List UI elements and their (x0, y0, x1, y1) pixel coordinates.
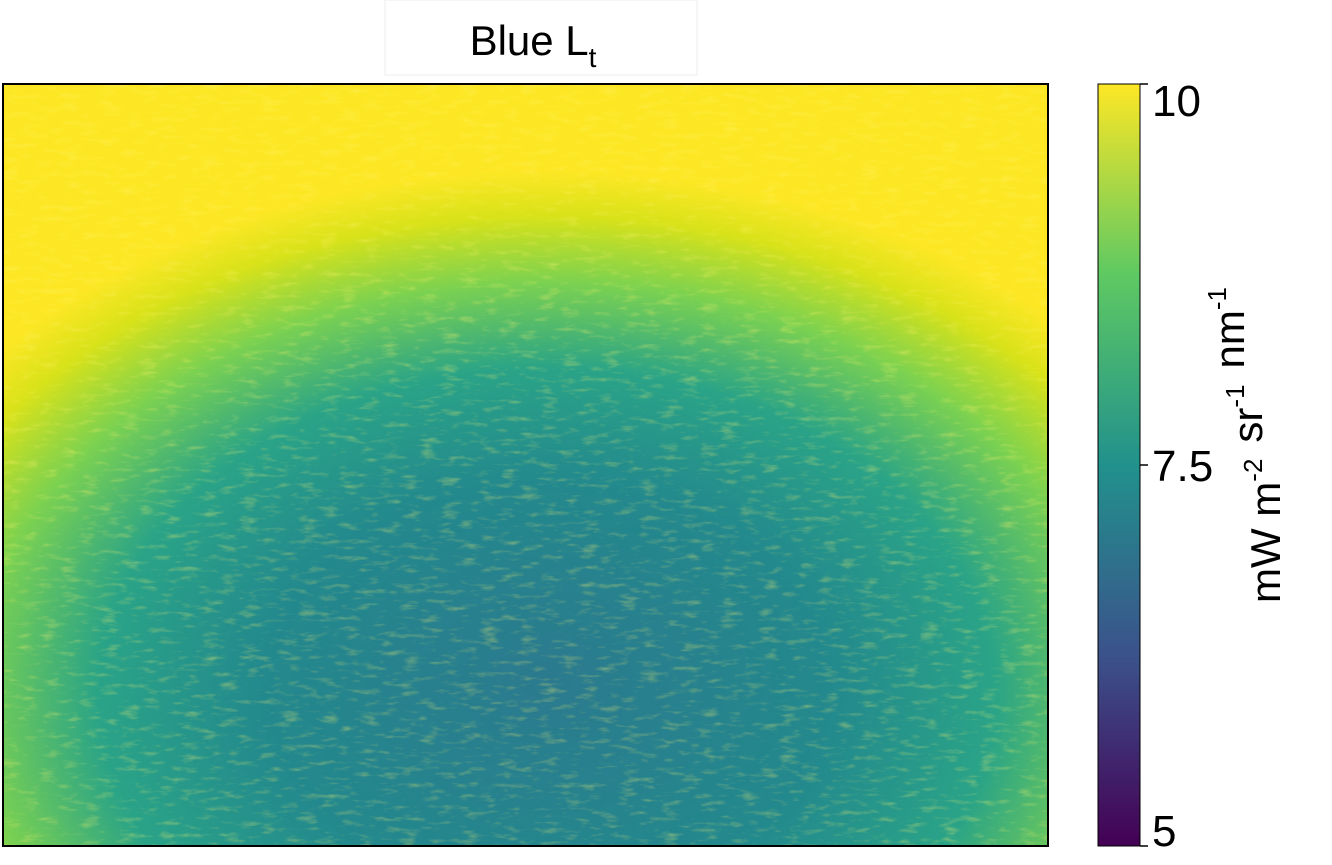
title-text: Blue L (470, 17, 589, 64)
colorbar-tick-label: 7.5 (1152, 442, 1213, 491)
label-unit: sr (1224, 408, 1271, 443)
image (2, 83, 1049, 847)
label-exponent: -1 (1220, 384, 1250, 407)
label-exponent: -1 (1202, 287, 1232, 310)
title-box (384, 0, 698, 76)
label-unit: mW m (1242, 482, 1289, 603)
label-unit: nm (1206, 310, 1253, 368)
chart-title: Blue Lt (470, 17, 597, 73)
colorbar-label: mW m-2sr-1nm-1 (1202, 287, 1289, 603)
label-exponent: -2 (1238, 459, 1268, 482)
colorbar-tick-label: 5 (1152, 807, 1176, 856)
colorbar-scale (1097, 83, 1141, 847)
image-frame (2, 83, 1049, 847)
colorbar-tick-label: 10 (1152, 77, 1201, 126)
image-texture (3, 84, 1048, 846)
title-subscript: t (589, 42, 597, 73)
